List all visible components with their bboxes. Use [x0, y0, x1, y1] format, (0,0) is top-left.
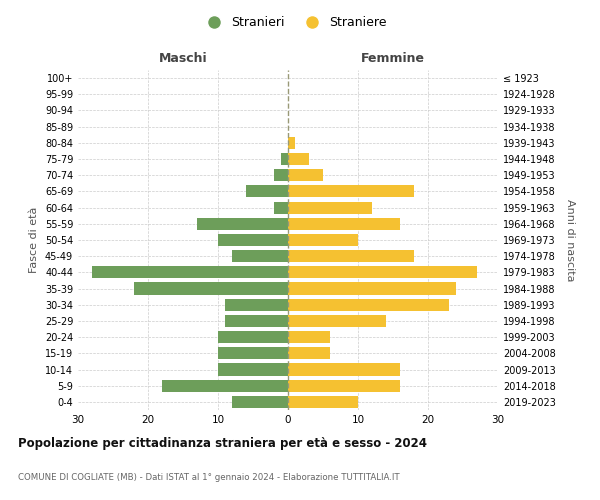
Bar [225, 298, 288, 311]
Legend: Stranieri, Straniere: Stranieri, Straniere [196, 11, 392, 34]
Bar [288, 186, 414, 198]
Bar [197, 218, 288, 230]
Bar [218, 348, 288, 360]
Bar [288, 331, 330, 343]
Bar [288, 234, 358, 246]
Bar [218, 331, 288, 343]
Bar [288, 348, 330, 360]
Text: COMUNE DI COGLIATE (MB) - Dati ISTAT al 1° gennaio 2024 - Elaborazione TUTTITALI: COMUNE DI COGLIATE (MB) - Dati ISTAT al … [18, 472, 400, 482]
Text: Maschi: Maschi [158, 52, 208, 65]
Bar [274, 169, 288, 181]
Bar [232, 396, 288, 408]
Bar [288, 218, 400, 230]
Bar [288, 266, 477, 278]
Bar [274, 202, 288, 213]
Y-axis label: Anni di nascita: Anni di nascita [565, 198, 575, 281]
Bar [288, 298, 449, 311]
Bar [218, 234, 288, 246]
Bar [288, 153, 309, 165]
Bar [288, 169, 323, 181]
Text: Femmine: Femmine [361, 52, 425, 65]
Bar [281, 153, 288, 165]
Bar [288, 396, 358, 408]
Bar [288, 380, 400, 392]
Bar [246, 186, 288, 198]
Text: Popolazione per cittadinanza straniera per età e sesso - 2024: Popolazione per cittadinanza straniera p… [18, 438, 427, 450]
Bar [232, 250, 288, 262]
Bar [288, 282, 456, 294]
Y-axis label: Fasce di età: Fasce di età [29, 207, 39, 273]
Bar [218, 364, 288, 376]
Bar [225, 315, 288, 327]
Bar [92, 266, 288, 278]
Bar [288, 315, 386, 327]
Bar [288, 250, 414, 262]
Bar [134, 282, 288, 294]
Bar [162, 380, 288, 392]
Bar [288, 202, 372, 213]
Bar [288, 137, 295, 149]
Bar [288, 364, 400, 376]
